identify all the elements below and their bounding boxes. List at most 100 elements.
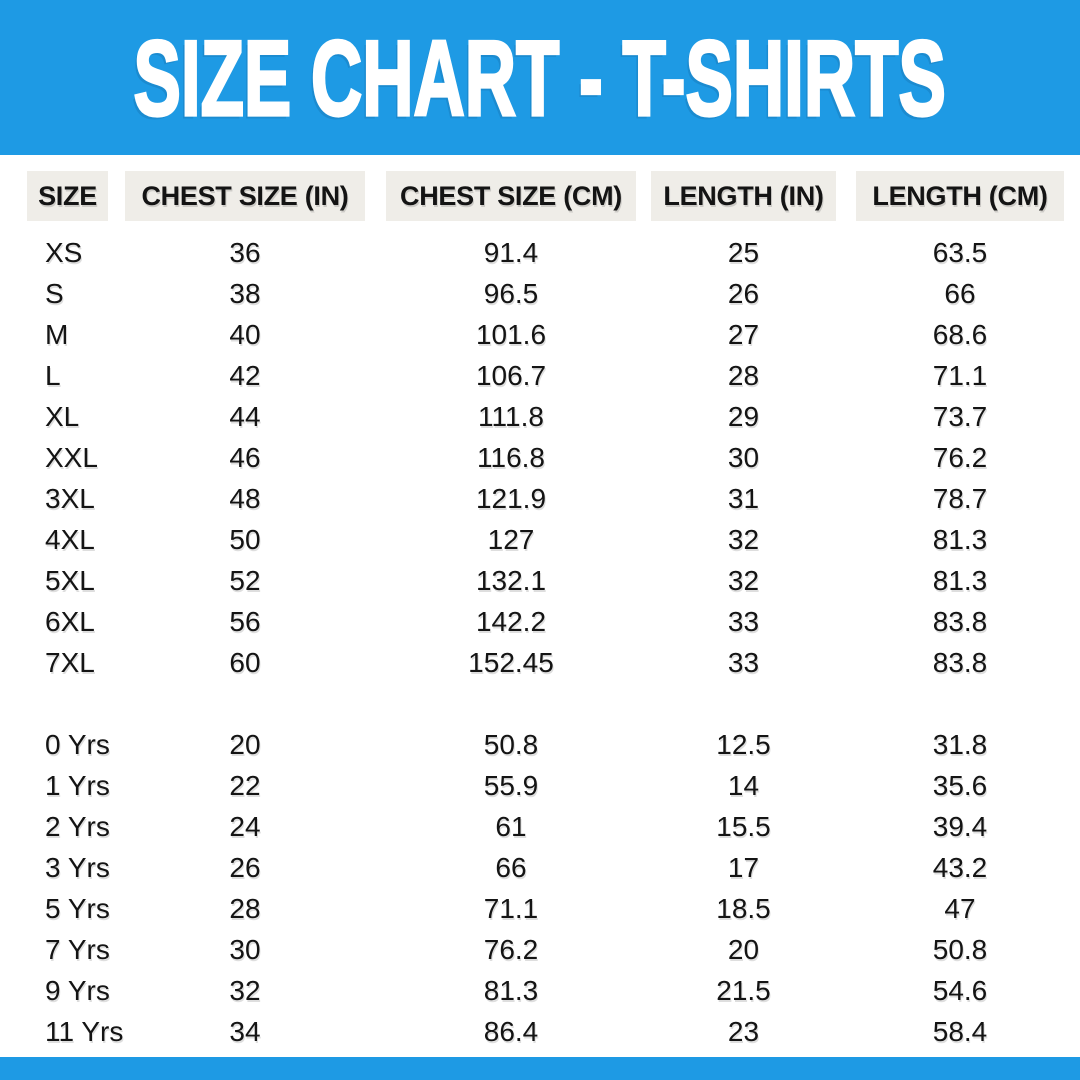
value-cell: 26 xyxy=(229,851,261,883)
table-row: 5XL 52 132.1 32 81.3 xyxy=(27,560,1080,601)
value-cell: 81.3 xyxy=(932,564,988,596)
column-header-size: SIZE xyxy=(27,171,108,221)
column-header-chest-cm: CHEST SIZE (CM) xyxy=(386,171,636,221)
value-cell: 28 xyxy=(229,892,261,924)
value-cell: 61 xyxy=(495,810,527,842)
value-cell: 132.1 xyxy=(475,564,547,596)
column-header-chest-in: CHEST SIZE (IN) xyxy=(125,171,365,221)
value-cell: 66 xyxy=(495,851,527,883)
value-cell: 31.8 xyxy=(932,728,988,760)
section-spacer xyxy=(27,683,1080,724)
value-cell: 78.7 xyxy=(932,482,988,514)
value-cell: 27 xyxy=(727,318,760,350)
size-cell: M xyxy=(45,318,69,350)
value-cell: 30 xyxy=(229,933,261,965)
table-row: 1 Yrs 22 55.9 14 35.6 xyxy=(27,765,1080,806)
value-cell: 127 xyxy=(487,523,535,555)
table-row: 6XL 56 142.2 33 83.8 xyxy=(27,601,1080,642)
size-cell: 5 Yrs xyxy=(45,892,110,924)
value-cell: 30 xyxy=(727,441,760,473)
value-cell: 81.3 xyxy=(483,974,539,1006)
size-cell: 0 Yrs xyxy=(45,728,110,760)
table-row: M 40 101.6 27 68.6 xyxy=(27,314,1080,355)
value-cell: 121.9 xyxy=(475,482,547,514)
value-cell: 71.1 xyxy=(483,892,539,924)
value-cell: 26 xyxy=(727,277,760,309)
column-header-length-in: LENGTH (IN) xyxy=(651,171,836,221)
size-cell: 3 Yrs xyxy=(45,851,110,883)
value-cell: 76.2 xyxy=(483,933,539,965)
value-cell: 73.7 xyxy=(932,400,988,432)
title-banner: SIZE CHART - T-SHIRTS xyxy=(0,0,1080,155)
value-cell: 18.5 xyxy=(716,892,771,924)
table-row: 4XL 50 127 32 81.3 xyxy=(27,519,1080,560)
value-cell: 71.1 xyxy=(932,359,988,391)
table-row: XL 44 111.8 29 73.7 xyxy=(27,396,1080,437)
size-cell: 11 Yrs xyxy=(45,1015,124,1047)
size-cell: 9 Yrs xyxy=(45,974,110,1006)
value-cell: 42 xyxy=(229,359,261,391)
value-cell: 32 xyxy=(727,523,760,555)
size-cell: 5XL xyxy=(45,564,95,596)
table-row: L 42 106.7 28 71.1 xyxy=(27,355,1080,396)
value-cell: 20 xyxy=(727,933,760,965)
size-cell: XS xyxy=(45,236,83,268)
value-cell: 29 xyxy=(727,400,760,432)
value-cell: 111.8 xyxy=(478,400,544,432)
value-cell: 106.7 xyxy=(475,359,547,391)
value-cell: 47 xyxy=(944,892,976,924)
size-cell: XL xyxy=(45,400,80,432)
value-cell: 20 xyxy=(229,728,261,760)
value-cell: 68.6 xyxy=(932,318,988,350)
value-cell: 15.5 xyxy=(716,810,771,842)
size-cell: 2 Yrs xyxy=(45,810,110,842)
table-row: 2 Yrs 24 61 15.5 39.4 xyxy=(27,806,1080,847)
page-title: SIZE CHART - T-SHIRTS xyxy=(59,23,1020,133)
value-cell: 142.2 xyxy=(475,605,547,637)
size-cell: S xyxy=(45,277,64,309)
table-row: 3XL 48 121.9 31 78.7 xyxy=(27,478,1080,519)
size-cell: XXL xyxy=(45,441,98,473)
value-cell: 17 xyxy=(727,851,760,883)
value-cell: 36 xyxy=(229,236,261,268)
value-cell: 50.8 xyxy=(932,933,988,965)
value-cell: 33 xyxy=(727,646,760,678)
value-cell: 81.3 xyxy=(932,523,988,555)
value-cell: 83.8 xyxy=(932,646,988,678)
size-cell: 3XL xyxy=(45,482,95,514)
value-cell: 50.8 xyxy=(483,728,539,760)
value-cell: 50 xyxy=(229,523,261,555)
value-cell: 152.45 xyxy=(468,646,554,678)
value-cell: 35.6 xyxy=(932,769,988,801)
size-cell: 7 Yrs xyxy=(45,933,110,965)
value-cell: 28 xyxy=(727,359,760,391)
value-cell: 76.2 xyxy=(932,441,988,473)
table-row: 7XL 60 152.45 33 83.8 xyxy=(27,642,1080,683)
footer-bar xyxy=(0,1057,1080,1080)
value-cell: 56 xyxy=(229,605,261,637)
value-cell: 40 xyxy=(229,318,261,350)
value-cell: 54.6 xyxy=(932,974,988,1006)
value-cell: 48 xyxy=(229,482,261,514)
value-cell: 83.8 xyxy=(932,605,988,637)
value-cell: 52 xyxy=(229,564,261,596)
value-cell: 25 xyxy=(727,236,760,268)
table-row: XS 36 91.4 25 63.5 xyxy=(27,232,1080,273)
value-cell: 23 xyxy=(727,1015,760,1047)
size-table: SIZE CHEST SIZE (IN) CHEST SIZE (CM) LEN… xyxy=(0,155,1080,1052)
value-cell: 44 xyxy=(229,400,261,432)
value-cell: 12.5 xyxy=(716,728,771,760)
table-row: 0 Yrs 20 50.8 12.5 31.8 xyxy=(27,724,1080,765)
value-cell: 38 xyxy=(229,277,261,309)
table-row: 3 Yrs 26 66 17 43.2 xyxy=(27,847,1080,888)
value-cell: 91.4 xyxy=(483,236,539,268)
table-row: 7 Yrs 30 76.2 20 50.8 xyxy=(27,929,1080,970)
value-cell: 34 xyxy=(229,1015,261,1047)
value-cell: 32 xyxy=(229,974,261,1006)
value-cell: 63.5 xyxy=(932,236,988,268)
value-cell: 32 xyxy=(727,564,760,596)
size-cell: 1 Yrs xyxy=(45,769,110,801)
table-row: 5 Yrs 28 71.1 18.5 47 xyxy=(27,888,1080,929)
value-cell: 46 xyxy=(229,441,261,473)
